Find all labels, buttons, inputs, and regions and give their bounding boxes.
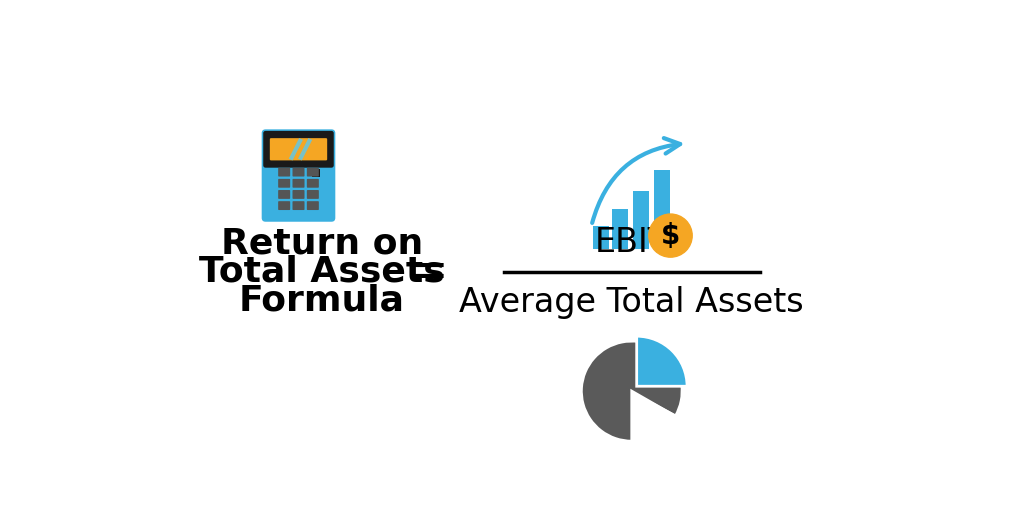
FancyBboxPatch shape <box>307 168 318 177</box>
FancyBboxPatch shape <box>293 168 304 177</box>
Bar <box>654 170 670 249</box>
FancyBboxPatch shape <box>307 190 318 199</box>
FancyBboxPatch shape <box>279 190 290 199</box>
FancyBboxPatch shape <box>263 131 334 168</box>
Wedge shape <box>632 391 677 418</box>
Text: Average Total Assets: Average Total Assets <box>460 286 804 319</box>
FancyBboxPatch shape <box>307 201 318 210</box>
Bar <box>612 209 628 249</box>
Text: Total Assets: Total Assets <box>199 255 444 289</box>
FancyBboxPatch shape <box>270 138 328 160</box>
FancyBboxPatch shape <box>279 179 290 188</box>
FancyBboxPatch shape <box>307 179 318 188</box>
FancyBboxPatch shape <box>293 190 304 199</box>
FancyBboxPatch shape <box>293 179 304 188</box>
FancyBboxPatch shape <box>279 201 290 210</box>
FancyBboxPatch shape <box>262 129 335 222</box>
Bar <box>593 226 608 249</box>
Bar <box>265 149 332 165</box>
Wedge shape <box>582 341 682 441</box>
Bar <box>312 169 319 177</box>
FancyBboxPatch shape <box>279 168 290 177</box>
Text: Return on: Return on <box>220 226 423 260</box>
Text: EBIT: EBIT <box>595 226 669 259</box>
FancyBboxPatch shape <box>293 201 304 210</box>
Text: =: = <box>404 246 449 298</box>
Bar <box>633 191 649 249</box>
Circle shape <box>649 214 692 257</box>
Text: Formula: Formula <box>239 284 404 317</box>
Wedge shape <box>637 336 687 386</box>
Text: $: $ <box>660 221 680 250</box>
